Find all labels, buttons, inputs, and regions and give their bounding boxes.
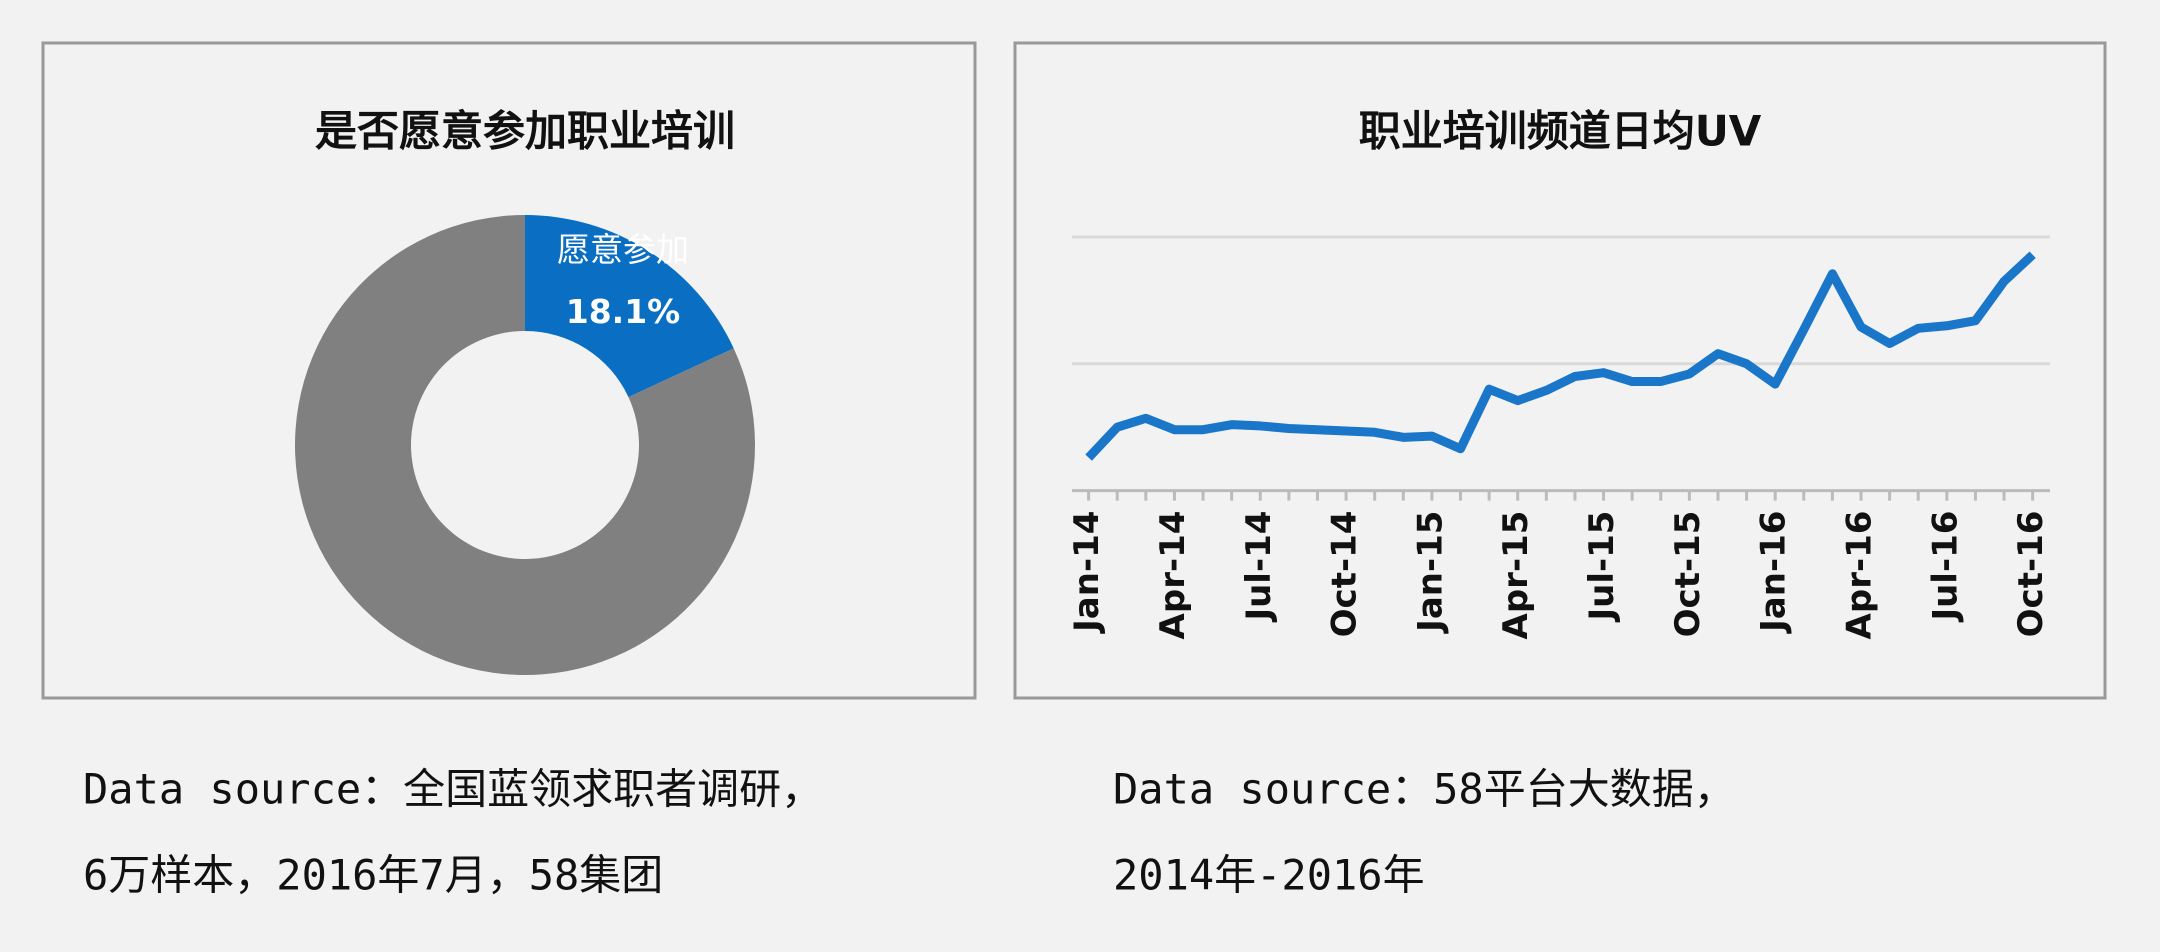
x-tick-label: Apr-16: [1840, 511, 1880, 640]
caption: 6万样本，2016年7月，58集团: [83, 851, 663, 900]
chart-title: 职业培训频道日均UV: [1359, 107, 1762, 156]
x-tick-label: Jul-14: [1239, 511, 1279, 623]
value-label: 18.1%: [566, 292, 681, 331]
caption: Data source：全国蓝领求职者调研，: [83, 765, 823, 814]
chart-title: 是否愿意参加职业培训: [315, 107, 735, 156]
x-tick-label: Jan-15: [1410, 511, 1450, 634]
x-tick-label: Oct-14: [1325, 511, 1365, 638]
x-tick-label: Apr-14: [1153, 511, 1193, 640]
line-series: [1085, 251, 2036, 461]
donut-slice: [294, 215, 755, 675]
caption: Data source：58平台大数据，: [1113, 765, 1736, 814]
donut-slice: [525, 215, 734, 398]
slice-label: 愿意参加: [557, 230, 689, 269]
x-tick-label: Jan-16: [1754, 511, 1794, 634]
x-tick-label: Jul-16: [1925, 511, 1965, 623]
panel: [1013, 41, 2107, 700]
caption: 2014年-2016年: [1113, 851, 1425, 900]
x-tick-label: Apr-15: [1496, 511, 1536, 640]
x-tick-label: Jul-15: [1582, 511, 1622, 623]
x-tick-label: Oct-16: [2011, 511, 2051, 638]
x-tick-label: Oct-15: [1668, 511, 1708, 638]
x-tick-label: Jan-14: [1067, 511, 1107, 634]
